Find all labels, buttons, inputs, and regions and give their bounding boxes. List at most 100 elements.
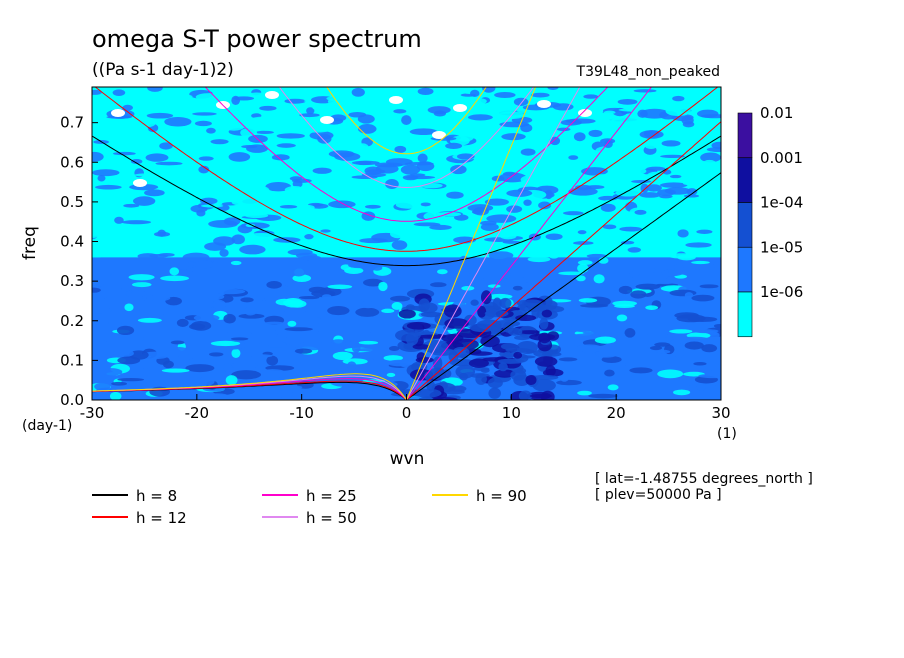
field-patch [109,391,122,400]
field-patch [381,308,395,313]
field-patch [276,143,296,148]
field-patch [582,347,597,354]
field-patch [598,257,609,264]
field-patch [445,142,463,149]
x-tick-label: 20 [607,404,626,422]
field-patch [603,110,616,115]
field-patch [573,333,600,338]
field-patch [522,275,550,284]
field-patch [655,349,671,354]
colorbar-swatch [737,157,753,203]
field-patch [103,296,125,301]
field-patch [128,274,155,281]
field-patch [634,147,643,156]
field-patch-strong [473,366,490,371]
field-patch [691,260,710,265]
field-patch [298,204,315,211]
field-patch [385,151,394,155]
field-patch [573,132,586,142]
field-patch [631,179,652,184]
field-patch [209,352,224,357]
field-patch [488,251,514,260]
field-patch [124,303,134,312]
field-patch [594,336,616,344]
x-tick-label: 10 [502,404,521,422]
field-patch [94,382,111,391]
field-patch [161,368,190,373]
colorbar-swatch [737,246,753,293]
field-patch [618,166,647,176]
field-patch [167,184,189,194]
field-patch [92,295,108,300]
field-patch [144,189,165,197]
field-patch [484,198,509,206]
field-patch [187,381,198,387]
field-patch [92,307,112,314]
field-patch [552,103,574,111]
field-patch [364,204,381,209]
field-patch [186,260,215,269]
field-patch-strong [492,320,521,328]
field-patch [699,264,721,273]
field-patch [116,325,135,336]
field-patch [351,175,378,179]
field-patch [555,288,583,292]
field-patch [684,292,694,299]
field-patch [332,351,353,361]
field-patch [97,175,106,182]
field-patch [583,94,599,99]
field-patch [417,87,434,96]
field-patch [107,320,123,325]
field-patch [603,200,613,206]
x-unit-label: (1) [717,426,737,442]
x-tick-label: -30 [80,404,105,422]
dispersion-kelvin-h8 [406,172,721,400]
field-patch [687,201,703,206]
field-patch-strong [534,356,558,367]
field-patch [577,195,592,200]
field-patch [284,327,314,332]
field-patch [106,115,133,119]
field-patch [586,253,608,259]
field-patch [411,96,441,107]
field-patch [370,105,393,113]
field-patch [146,112,174,119]
field-patch [349,285,367,296]
field-patch-strong [441,334,464,343]
field-patch [327,314,355,320]
field-patch [391,302,403,310]
field-patch [199,197,218,205]
dispersion-ig-h12 [94,87,719,252]
field-patch [677,254,696,261]
dispersion-ig-h25 [204,87,609,222]
field-patch [354,147,379,155]
legend-label: h = 8 [136,487,177,505]
field-patch [271,268,284,276]
field-patch [288,385,303,389]
chart-title: omega S-T power spectrum [92,25,422,53]
field-patch [713,323,721,329]
field-patch [134,173,160,177]
field-patch [210,340,241,347]
field-patch [333,87,347,94]
field-patch [198,156,214,161]
field-patch [122,104,133,111]
field-patch [696,164,707,171]
field-patch [501,133,526,141]
field-patch [616,160,629,166]
field-patch [96,367,123,376]
field-patch [121,220,152,225]
field-patch [92,89,102,95]
field-patch [629,269,640,278]
field-patch [673,389,691,396]
field-patch [92,169,120,177]
field-patch [386,372,396,378]
field-patch [467,114,493,121]
field-patch [95,184,122,190]
field-patch [206,127,216,134]
field-patch [215,288,246,295]
field-patch-strong [541,309,553,318]
field-patch-strong [475,373,487,385]
field-patch [306,107,315,115]
field-patch [385,178,399,189]
